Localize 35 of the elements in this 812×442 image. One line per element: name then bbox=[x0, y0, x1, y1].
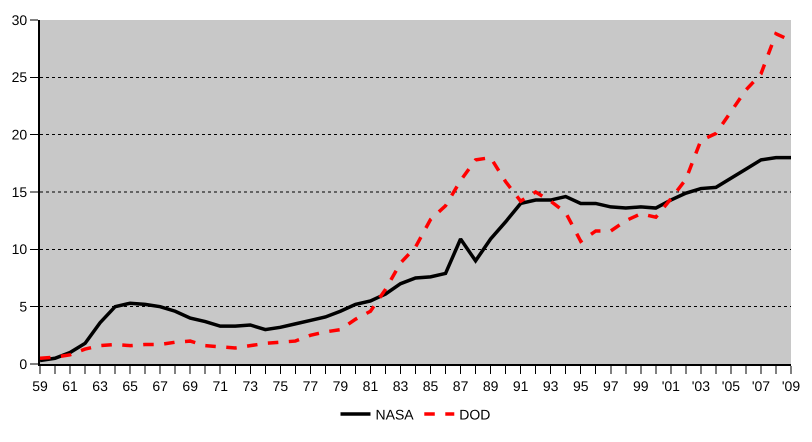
x-tick-label: 79 bbox=[332, 378, 348, 394]
x-tick-label: '03 bbox=[692, 378, 710, 394]
y-tick-label: 25 bbox=[12, 69, 28, 86]
x-tick-label: 77 bbox=[302, 378, 318, 394]
y-tick-label: 10 bbox=[12, 241, 28, 258]
x-tick-label: 87 bbox=[452, 378, 469, 394]
x-tick-label: 71 bbox=[212, 378, 228, 394]
y-tick-label: 0 bbox=[19, 356, 28, 372]
x-tick-label: '01 bbox=[662, 378, 680, 394]
legend-label: NASA bbox=[376, 406, 414, 422]
x-tick-label: '05 bbox=[722, 378, 740, 394]
x-tick-label: 69 bbox=[182, 378, 198, 394]
y-tick-label: 30 bbox=[12, 12, 28, 28]
x-tick-label: 83 bbox=[392, 378, 408, 394]
y-tick-label: 20 bbox=[12, 126, 28, 143]
x-tick-label: '09 bbox=[782, 378, 800, 394]
legend-label: DOD bbox=[459, 406, 490, 422]
x-tick-label: 63 bbox=[92, 378, 108, 394]
x-tick-label: 93 bbox=[542, 378, 559, 394]
x-tick-label: 95 bbox=[572, 378, 589, 394]
y-tick-label: 15 bbox=[12, 184, 28, 200]
x-tick-label: 59 bbox=[32, 378, 48, 394]
x-tick-label: 91 bbox=[512, 378, 529, 394]
x-tick-label: 85 bbox=[422, 378, 439, 394]
x-tick-label: 67 bbox=[152, 378, 168, 394]
x-tick-label: 65 bbox=[122, 378, 138, 394]
x-tick-label: 99 bbox=[633, 378, 649, 394]
x-tick-label: 81 bbox=[362, 378, 378, 394]
x-tick-label: 61 bbox=[62, 378, 78, 394]
x-tick-label: '07 bbox=[752, 378, 770, 394]
y-tick-label: 5 bbox=[19, 298, 28, 315]
x-tick-label: 73 bbox=[242, 378, 258, 394]
x-tick-label: 89 bbox=[482, 378, 499, 394]
x-tick-label: 75 bbox=[272, 378, 288, 394]
x-tick-label: 97 bbox=[602, 378, 619, 394]
